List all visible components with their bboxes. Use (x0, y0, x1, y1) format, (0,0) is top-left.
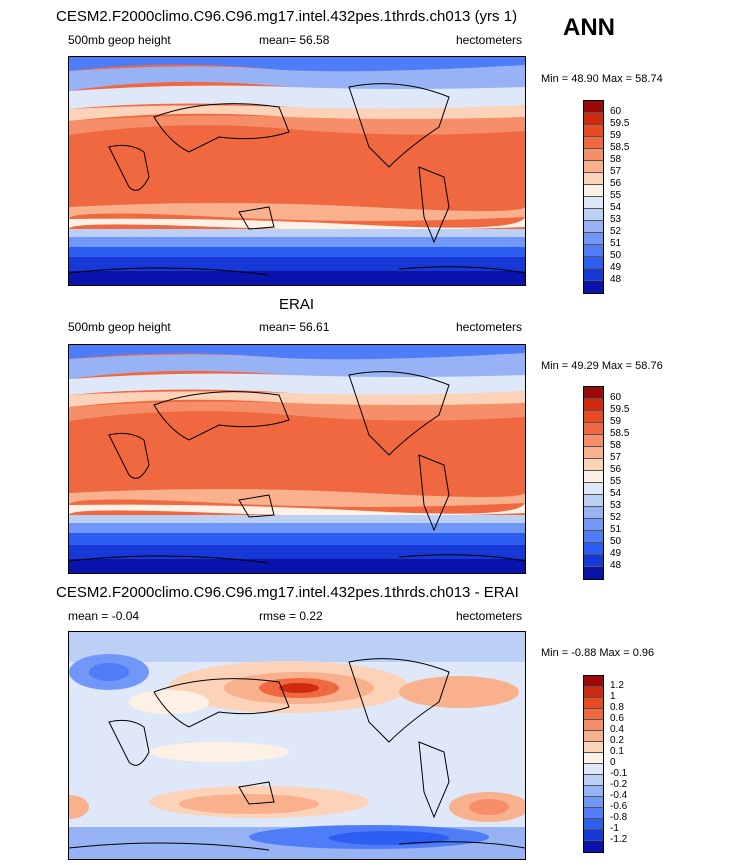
panel3-cb-label: -1.2 (610, 834, 628, 845)
panel2-cb-label: 51 (610, 524, 622, 535)
panel1-cb-label: 49 (610, 262, 622, 273)
panel3-title: CESM2.F2000climo.C96.C96.mg17.intel.432p… (56, 584, 519, 601)
panel2-cb-label: 60 (610, 392, 622, 403)
panel2-cb-label: 57 (610, 452, 622, 463)
panel1-cb-label: 50 (610, 250, 622, 261)
panel1-cb-label: 53 (610, 214, 622, 225)
panel3-cb-label: 1 (610, 691, 616, 702)
panel3-cb-label: 0.1 (610, 746, 624, 757)
panel2-cb-label: 49 (610, 548, 622, 559)
panel2-cb-label: 56 (610, 464, 622, 475)
panel3-cb-label: -1 (610, 823, 619, 834)
panel2-cb-label: 59.5 (610, 404, 630, 415)
panel2-variable: 500mb geop height (68, 320, 171, 334)
panel3-cb-label: -0.1 (610, 768, 628, 779)
panel2-cb-label: 53 (610, 500, 622, 511)
panel3-cb-label: -0.6 (610, 801, 628, 812)
panel1-cb-label: 56 (610, 178, 622, 189)
panel3-minmax: Min = -0.88 Max = 0.96 (541, 647, 655, 659)
panel3-cb-label: -0.4 (610, 790, 628, 801)
panel3-cb-label: 0.4 (610, 724, 624, 735)
panel2-title: ERAI (279, 296, 315, 313)
panel3-cb-label: -0.8 (610, 812, 628, 823)
panel3-cb-label: 0.6 (610, 713, 624, 724)
panel2-cb-label: 48 (610, 560, 622, 571)
panel1-title: CESM2.F2000climo.C96.C96.mg17.intel.432p… (56, 8, 518, 25)
panel2-mean: mean= 56.61 (259, 320, 330, 334)
panel3-cb-label: 0.2 (610, 735, 624, 746)
panel1-map (68, 56, 526, 286)
panel1-cb-label: 51 (610, 238, 622, 249)
panel3-rmse: rmse = 0.22 (259, 609, 323, 623)
panel2-cb-label: 50 (610, 536, 622, 547)
panel2-colorbar (583, 386, 604, 580)
panel1-colorbar (583, 100, 604, 294)
panel3-map (68, 631, 526, 860)
panel1-cb-label: 55 (610, 190, 622, 201)
panel2-cb-label: 58.5 (610, 428, 630, 439)
panel2-map (68, 344, 526, 574)
panel1-cb-label: 59 (610, 130, 622, 141)
panel3-cb-label: 1.2 (610, 680, 624, 691)
panel2-minmax: Min = 49.29 Max = 58.76 (541, 360, 663, 372)
panel2-cb-label: 54 (610, 488, 622, 499)
panel1-cb-label: 57 (610, 166, 622, 177)
panel2-cb-label: 52 (610, 512, 622, 523)
panel1-minmax: Min = 48.90 Max = 58.74 (541, 73, 663, 85)
panel1-cb-label: 60 (610, 106, 622, 117)
panel1-cb-label: 59.5 (610, 118, 630, 129)
panel1-cb-label: 58.5 (610, 142, 630, 153)
panel3-colorbar (583, 675, 604, 853)
panel3-mean: mean = -0.04 (68, 609, 140, 623)
panel2-cb-label: 59 (610, 416, 622, 427)
panel2-units: hectometers (456, 320, 523, 334)
panel1-units: hectometers (456, 33, 523, 47)
panel1-mean: mean= 56.58 (259, 33, 330, 47)
panel3-cb-label: 0.8 (610, 702, 624, 713)
panel2-cb-label: 55 (610, 476, 622, 487)
panel3-cb-label: -0.2 (610, 779, 628, 790)
panel1-cb-label: 52 (610, 226, 622, 237)
season-label: ANN (563, 14, 615, 41)
panel1-variable: 500mb geop height (68, 33, 171, 47)
panel3-cb-label: 0 (610, 757, 616, 768)
panel2-cb-label: 58 (610, 440, 622, 451)
panel1-cb-label: 54 (610, 202, 622, 213)
panel1-cb-label: 48 (610, 274, 622, 285)
panel3-units: hectometers (456, 609, 523, 623)
panel1-cb-label: 58 (610, 154, 622, 165)
